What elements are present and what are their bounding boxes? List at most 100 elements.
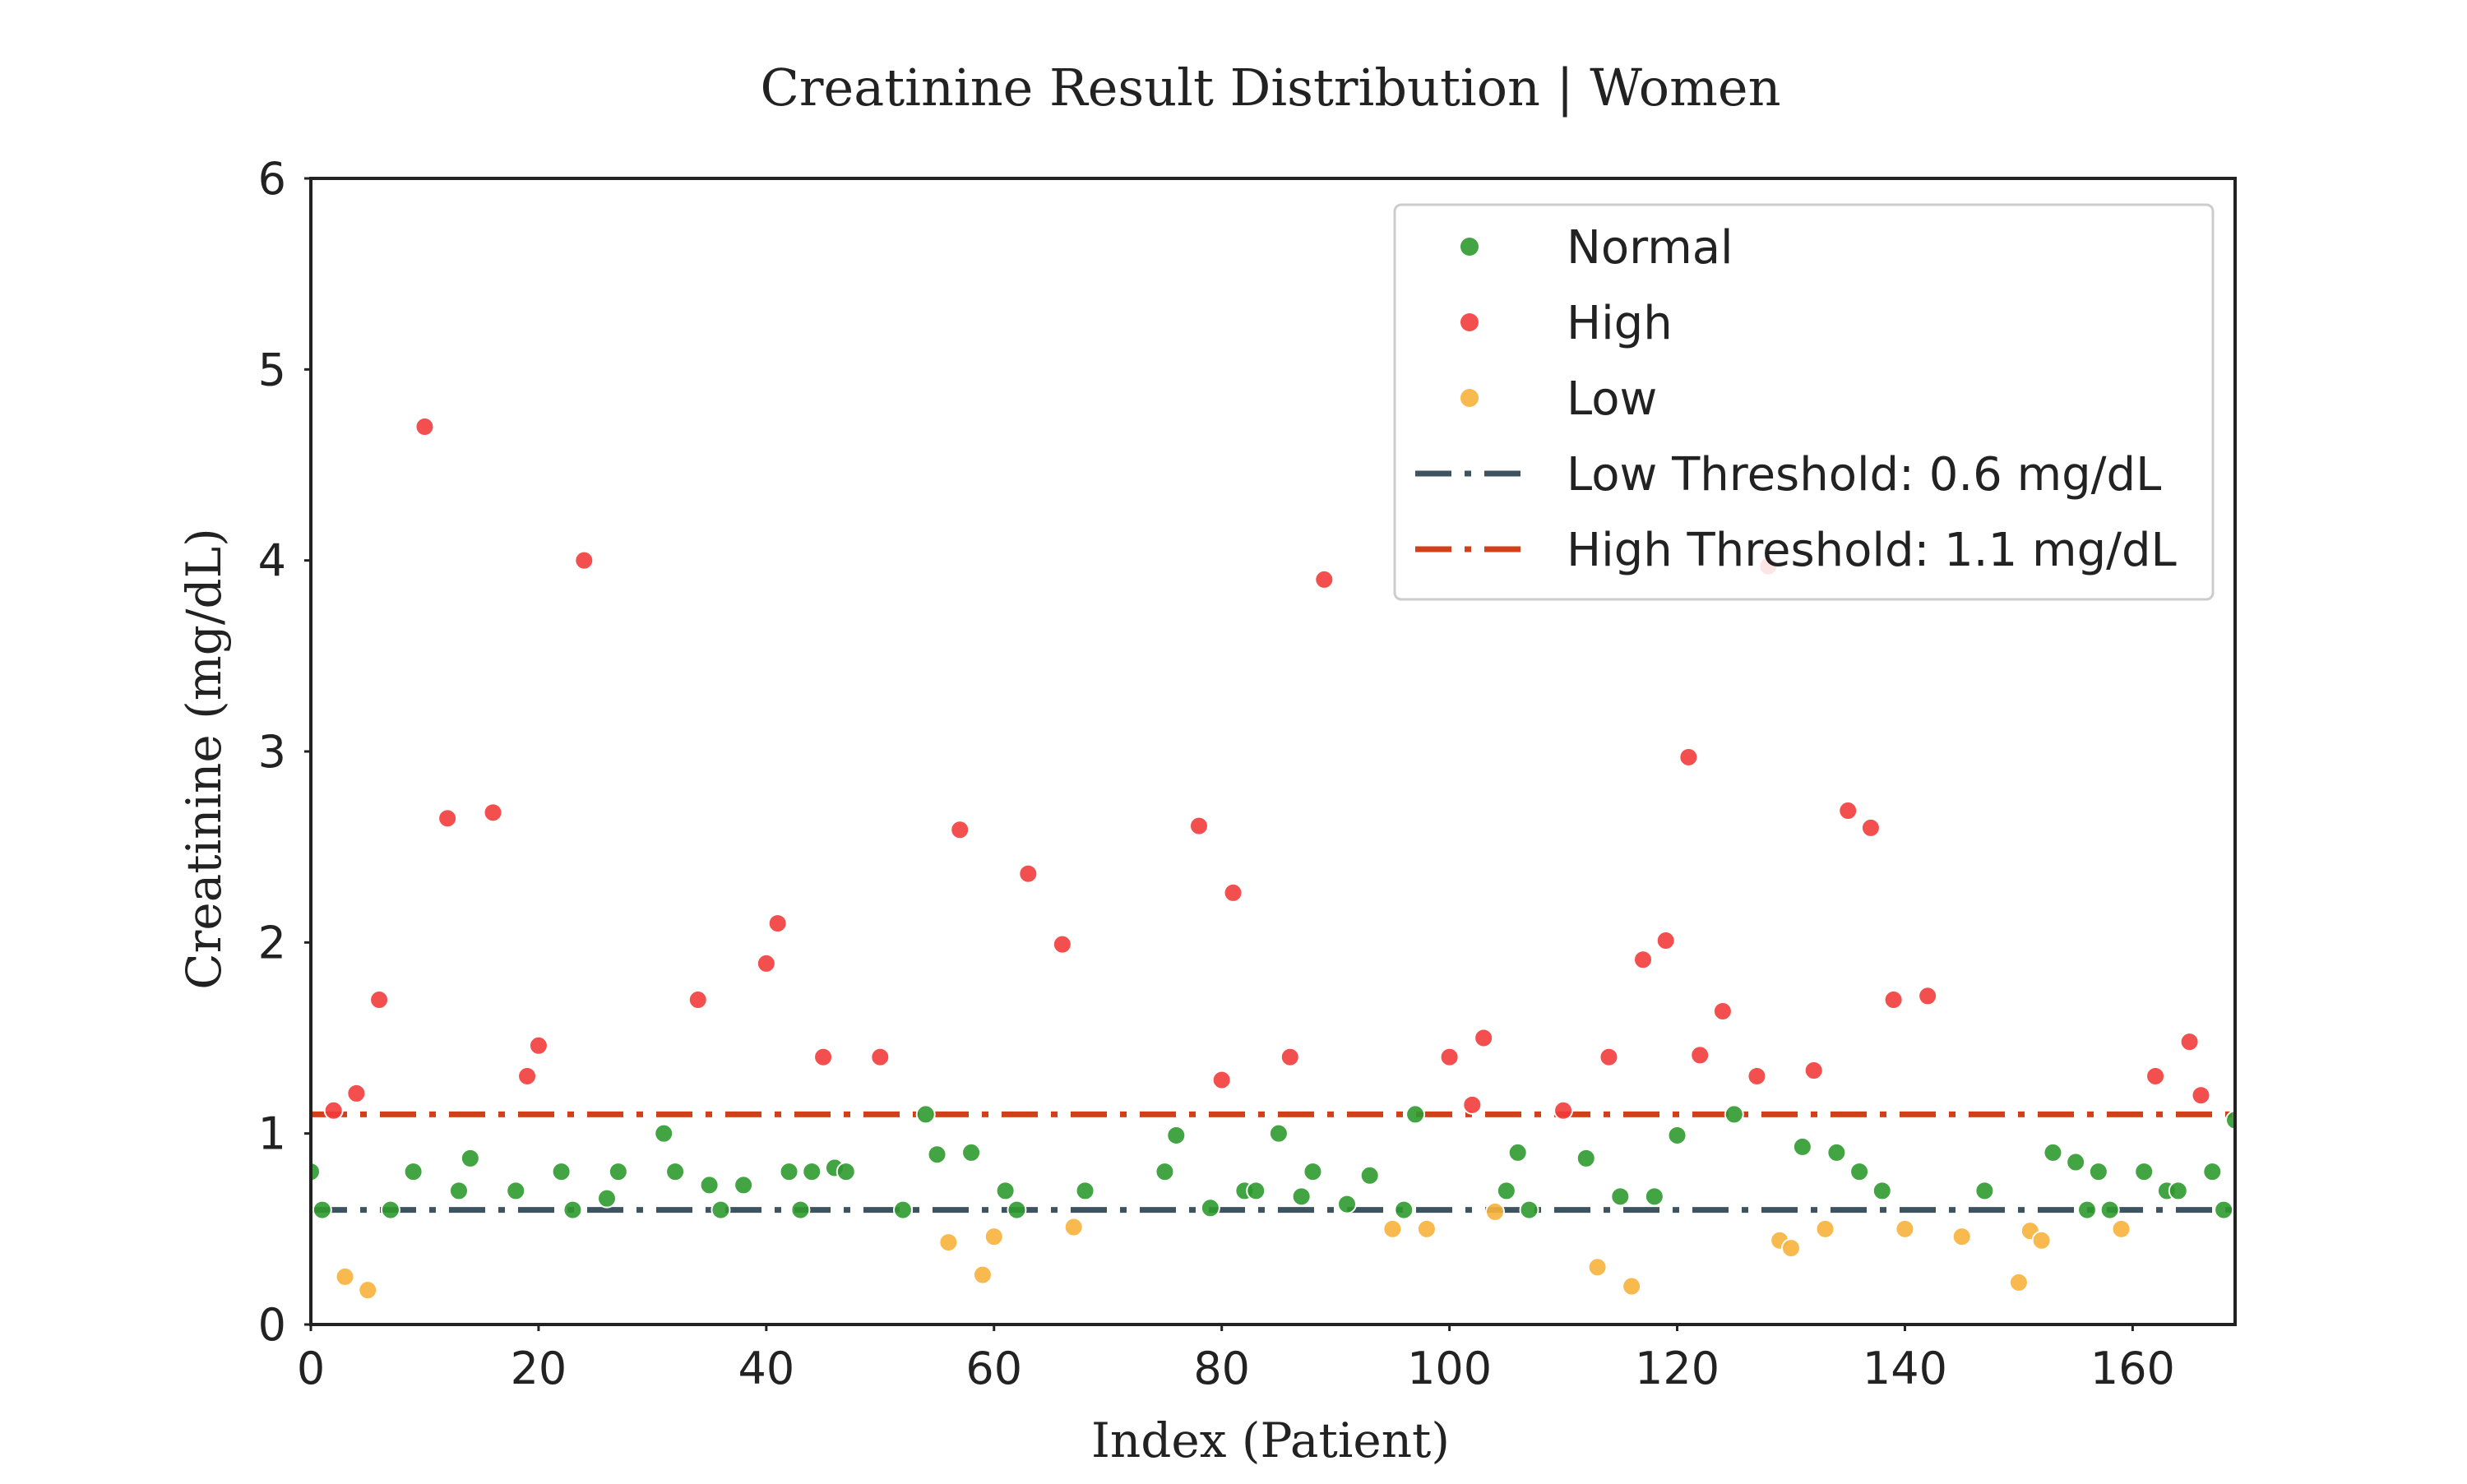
low-point bbox=[1063, 1217, 1084, 1237]
normal-point bbox=[1826, 1142, 1847, 1163]
normal-point bbox=[1359, 1165, 1380, 1186]
x-tick-label: 0 bbox=[297, 1343, 325, 1394]
high-point bbox=[2179, 1032, 2200, 1052]
axes-frame bbox=[309, 177, 2237, 1326]
normal-point bbox=[449, 1181, 469, 1201]
normal-point bbox=[608, 1162, 628, 1182]
high-point bbox=[1553, 1100, 1574, 1121]
normal-point bbox=[699, 1175, 720, 1195]
normal-point bbox=[2214, 1200, 2234, 1220]
normal-point bbox=[734, 1175, 754, 1195]
x-tick-label: 100 bbox=[1407, 1343, 1492, 1394]
high-point bbox=[2191, 1085, 2211, 1106]
low-point bbox=[1485, 1201, 1505, 1222]
x-tick-label: 20 bbox=[511, 1343, 567, 1394]
low-point bbox=[358, 1280, 378, 1301]
y-tick-label: 6 bbox=[258, 153, 286, 205]
high-point bbox=[346, 1083, 367, 1103]
y-tick-label: 3 bbox=[258, 726, 286, 778]
normal-point bbox=[1155, 1162, 1175, 1182]
normal-point bbox=[2077, 1200, 2097, 1220]
normal-point bbox=[710, 1200, 731, 1220]
normal-point bbox=[1166, 1125, 1187, 1145]
high-point bbox=[1052, 934, 1072, 955]
low-point bbox=[2008, 1272, 2029, 1292]
normal-point bbox=[961, 1142, 982, 1163]
high-point bbox=[1690, 1045, 1710, 1066]
high-point bbox=[813, 1047, 834, 1067]
normal-point bbox=[506, 1181, 526, 1201]
y-tick-label: 5 bbox=[258, 344, 286, 395]
high-point bbox=[1838, 801, 1858, 821]
normal-point bbox=[1724, 1104, 1744, 1125]
high-point bbox=[1712, 1001, 1733, 1021]
chart-title: Creatinine Result Distribution | Women bbox=[760, 58, 1780, 118]
legend-label: Low bbox=[1567, 372, 1657, 426]
normal-point bbox=[995, 1181, 1016, 1201]
normal-point bbox=[403, 1162, 424, 1182]
low-point bbox=[1382, 1218, 1403, 1239]
normal-point bbox=[2168, 1181, 2188, 1201]
normal-point bbox=[1667, 1125, 1687, 1145]
normal-point bbox=[927, 1144, 947, 1165]
normal-point bbox=[597, 1188, 617, 1209]
high-point bbox=[1747, 1066, 1767, 1086]
normal-point bbox=[2099, 1200, 2120, 1220]
high-point bbox=[1189, 816, 1209, 836]
normal-point bbox=[1872, 1181, 1892, 1201]
normal-point bbox=[311, 1162, 321, 1182]
x-tick-label: 40 bbox=[738, 1343, 794, 1394]
normal-point bbox=[893, 1200, 913, 1220]
normal-point bbox=[1507, 1142, 1528, 1163]
high-point bbox=[1211, 1070, 1232, 1090]
high-point bbox=[1860, 817, 1881, 838]
high-point bbox=[1018, 863, 1039, 884]
legend-label: Normal bbox=[1567, 221, 1733, 275]
y-tick-label: 0 bbox=[258, 1299, 286, 1351]
legend-label: Low Threshold: 0.6 mg/dL bbox=[1567, 448, 2161, 502]
high-point bbox=[517, 1066, 538, 1086]
normal-point bbox=[790, 1200, 811, 1220]
normal-point bbox=[1337, 1194, 1357, 1214]
high-point bbox=[528, 1035, 548, 1056]
low-point bbox=[2111, 1218, 2131, 1239]
normal-point bbox=[1303, 1162, 1323, 1182]
x-tick-label: 140 bbox=[1863, 1343, 1947, 1394]
low-point bbox=[984, 1227, 1004, 1247]
normal-point bbox=[2202, 1162, 2223, 1182]
normal-point bbox=[2088, 1162, 2108, 1182]
legend: Normal High Low Low Threshold: 0.6 mg/dL Hig… bbox=[1393, 203, 2215, 601]
high-point bbox=[2145, 1066, 2166, 1086]
data-layer bbox=[311, 417, 2235, 1301]
normal-point bbox=[1576, 1148, 1596, 1168]
y-tick-label: 1 bbox=[258, 1108, 286, 1160]
high-point bbox=[756, 953, 776, 973]
low-point bbox=[1951, 1227, 1972, 1247]
high-point bbox=[1633, 950, 1653, 970]
low-point bbox=[938, 1232, 959, 1253]
high-point bbox=[1462, 1094, 1483, 1115]
normal-point bbox=[1394, 1200, 1414, 1220]
normal-point bbox=[1075, 1181, 1095, 1201]
normal-point bbox=[1007, 1200, 1027, 1220]
plot-area: 0 20 40 60 80 100 120 140 160 0 1 2 3 4 5 6 bbox=[258, 153, 2237, 1394]
normal-point bbox=[835, 1162, 856, 1182]
normal-point bbox=[1610, 1186, 1631, 1207]
high-point bbox=[369, 990, 390, 1010]
normal-point bbox=[1974, 1181, 1995, 1201]
high-point bbox=[1678, 747, 1699, 767]
low-point bbox=[1416, 1218, 1437, 1239]
normal-point bbox=[1405, 1104, 1426, 1125]
x-axis-label: Index (Patient) bbox=[1091, 1412, 1450, 1468]
high-point bbox=[1803, 1060, 1824, 1080]
high-point bbox=[1599, 1047, 1619, 1067]
low-point bbox=[1895, 1218, 1915, 1239]
normal-point bbox=[1496, 1181, 1516, 1201]
normal-point bbox=[2134, 1162, 2155, 1182]
high-point bbox=[437, 808, 458, 829]
high-point bbox=[1474, 1028, 1494, 1048]
high-point bbox=[1918, 986, 1938, 1006]
legend-marker bbox=[1460, 238, 1479, 256]
legend-marker bbox=[1460, 389, 1479, 407]
x-tick-label: 80 bbox=[1193, 1343, 1250, 1394]
